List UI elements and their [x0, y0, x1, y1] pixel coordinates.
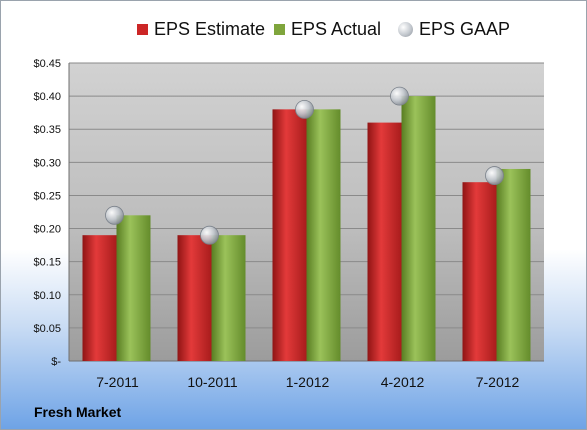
legend-marker-eps-gaap	[398, 21, 413, 37]
x-tick-label: 7-2012	[476, 374, 520, 390]
y-tick-label: $0.30	[33, 157, 61, 169]
x-tick-label: 1-2012	[286, 374, 330, 390]
bar-eps-actual	[306, 109, 341, 361]
y-tick-label: $0.10	[33, 290, 61, 302]
marker-eps-gaap	[105, 205, 124, 225]
y-tick-label: $0.35	[33, 124, 61, 136]
y-tick-label: $0.45	[33, 58, 61, 70]
y-tick-label: $0.25	[33, 190, 61, 202]
marker-eps-gaap	[200, 225, 219, 245]
legend-item-eps-actual: EPS Actual	[274, 16, 381, 42]
y-tick-label: $0.40	[33, 91, 61, 103]
marker-eps-gaap	[485, 166, 504, 185]
y-tick-label: $0.20	[33, 224, 61, 236]
legend-item-eps-estimate: EPS Estimate	[137, 16, 265, 42]
company-name: Fresh Market	[34, 404, 122, 420]
bar-eps-actual	[211, 235, 246, 361]
bar-eps-estimate	[367, 122, 402, 361]
x-tick-label: 7-2011	[96, 374, 139, 390]
bar-eps-actual	[116, 215, 151, 361]
bar-eps-estimate	[82, 235, 117, 361]
legend-swatch-eps-estimate	[137, 23, 148, 35]
legend-label-eps-estimate: EPS Estimate	[154, 18, 266, 39]
bar-eps-actual	[401, 96, 436, 361]
bar-eps-estimate	[462, 182, 497, 361]
bar-eps-actual	[496, 168, 531, 361]
x-tick-label: 4-2012	[381, 374, 425, 390]
marker-eps-gaap	[390, 86, 409, 106]
bar-eps-estimate	[272, 109, 307, 361]
y-tick-label: $0.15	[33, 257, 61, 269]
legend-swatch-eps-actual	[274, 23, 285, 35]
y-tick-label: $-	[51, 356, 61, 368]
y-tick-label: $0.05	[33, 323, 61, 335]
legend: EPS Estimate EPS Actual EPS GAAP	[1, 16, 586, 42]
legend-label-eps-actual: EPS Actual	[291, 18, 382, 39]
legend-label-eps-gaap: EPS GAAP	[419, 18, 511, 39]
marker-eps-gaap	[295, 99, 314, 119]
bar-eps-estimate	[177, 235, 212, 361]
x-tick-label: 10-2011	[187, 374, 238, 390]
legend-item-eps-gaap: EPS GAAP	[398, 16, 510, 42]
